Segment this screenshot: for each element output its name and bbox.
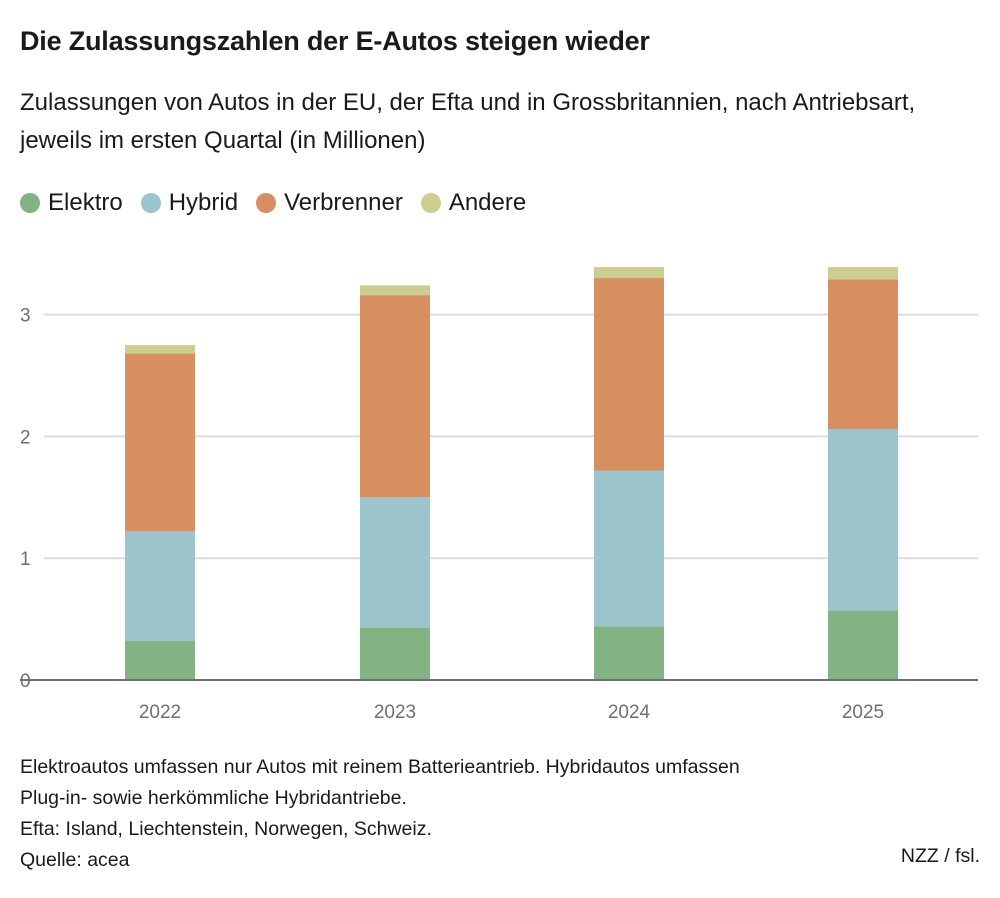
legend-label: Verbrenner <box>284 189 403 216</box>
legend-swatch <box>256 193 277 213</box>
bar-segment-hybrid <box>125 531 195 642</box>
bar-segment-elektro <box>360 627 430 680</box>
bar-segment-andere <box>594 267 664 279</box>
bar-segment-hybrid <box>828 429 898 611</box>
legend-label: Elektro <box>48 189 123 216</box>
legend-item: Andere <box>420 189 527 217</box>
x-tick-label: 2025 <box>842 702 884 723</box>
bar-segment-verbrenner <box>828 279 898 430</box>
bar-segment-elektro <box>125 641 195 680</box>
legend-swatch <box>140 193 161 213</box>
legend-swatch <box>420 193 441 213</box>
x-tick-label: 2022 <box>139 702 181 723</box>
note-line: Elektroautos umfassen nur Autos mit rein… <box>20 756 740 778</box>
y-tick-label: 0 <box>20 671 31 692</box>
bar-segment-elektro <box>594 626 664 680</box>
footnotes: Elektroautos umfassen nur Autos mit rein… <box>20 752 980 876</box>
bar-segment-hybrid <box>360 497 430 628</box>
legend-label: Andere <box>448 189 527 216</box>
note-line: Efta: Island, Liechtenstein, Norwegen, S… <box>20 818 432 840</box>
credit: NZZ / fsl. <box>900 845 980 867</box>
x-tick-label: 2024 <box>608 702 651 723</box>
source: Quelle: acea <box>20 849 130 871</box>
legend-item: Hybrid <box>140 189 239 217</box>
note-line: Plug-in- sowie herkömmliche Hybridantrie… <box>20 787 407 809</box>
bar-segment-hybrid <box>594 470 664 627</box>
legend-item: Elektro <box>20 189 123 217</box>
bar-segment-elektro <box>828 610 898 680</box>
y-tick-label: 1 <box>20 549 31 570</box>
chart-title: Die Zulassungszahlen der E-Autos steigen… <box>20 26 650 56</box>
bar-segment-verbrenner <box>360 295 430 498</box>
bar-segment-andere <box>828 267 898 280</box>
legend: Elektro Hybrid Verbrenner Andere <box>20 189 526 217</box>
bar-segment-andere <box>360 285 430 296</box>
bar-segment-verbrenner <box>594 278 664 471</box>
y-tick-label: 3 <box>20 306 31 327</box>
y-tick-label: 2 <box>20 427 31 448</box>
legend-label: Hybrid <box>168 189 239 216</box>
bar-segment-verbrenner <box>125 353 195 532</box>
bar-segment-andere <box>125 345 195 354</box>
x-tick-label: 2023 <box>374 702 416 723</box>
chart-subtitle: Zulassungen von Autos in der EU, der Eft… <box>20 89 916 154</box>
legend-item: Verbrenner <box>256 189 403 217</box>
legend-swatch <box>20 193 40 213</box>
